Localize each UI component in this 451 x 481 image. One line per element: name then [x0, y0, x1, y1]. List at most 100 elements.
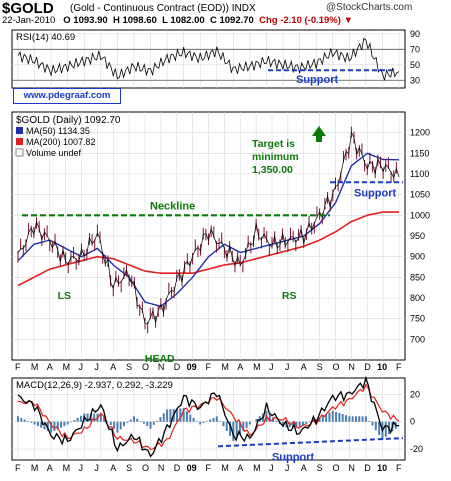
price-xtick: M [63, 362, 71, 372]
rsi-support-label: Support [296, 74, 338, 86]
price-xtick: N [158, 362, 165, 372]
legend-item: MA(50) 1134.35 [26, 126, 90, 136]
ma200-line [17, 211, 399, 287]
up-arrow-icon [312, 126, 326, 142]
price-ytick: 750 [410, 314, 425, 324]
legend-item: MA(200) 1007.82 [26, 137, 96, 147]
price-xtick: O [142, 362, 149, 372]
price-ytick: 700 [410, 334, 425, 344]
brand-label: @StockCharts.com [326, 2, 413, 13]
chart-subtitle: (Gold - Continuous Contract (EOD)) INDX [70, 3, 256, 14]
quote-line: 22-Jan-2010 O 1093.90 H 1098.60 L 1082.0… [2, 15, 353, 26]
macd-xtick: S [126, 463, 132, 473]
macd-xtick: F [206, 463, 212, 473]
price-xtick: 09 [187, 362, 197, 372]
ma50-line [17, 152, 400, 308]
macd-xtick: D [364, 463, 371, 473]
price-xtick: M [221, 362, 229, 372]
quote-low: L 1082.00 [162, 15, 205, 26]
legend-swatch [15, 148, 24, 157]
quote-date: 22-Jan-2010 [2, 15, 56, 26]
macd-support-line [217, 437, 404, 448]
price-xtick: D [364, 362, 371, 372]
macd-xtick: D [174, 463, 181, 473]
price-xtick: J [285, 362, 290, 372]
head-label: HEAD [145, 353, 175, 365]
macd-xtick: A [237, 463, 243, 473]
legend-swatch [16, 138, 23, 145]
quote-open: O 1093.90 [63, 15, 108, 26]
macd-ytick: 0 [410, 417, 415, 427]
legend-item: Volume undef [26, 148, 82, 158]
price-ytick: 1100 [410, 169, 429, 179]
price-ytick: 850 [410, 272, 425, 282]
price-ytick: 1050 [410, 190, 430, 200]
price-xtick: D [174, 362, 181, 372]
price-xtick: M [253, 362, 261, 372]
price-xtick: A [301, 362, 307, 372]
rsi-ytick: 30 [410, 75, 420, 85]
macd-xtick: M [221, 463, 229, 473]
macd-xtick: J [94, 463, 99, 473]
macd-xtick: O [333, 463, 340, 473]
macd-xtick: J [269, 463, 274, 473]
macd-xtick: A [301, 463, 307, 473]
macd-xtick: N [158, 463, 165, 473]
macd-xtick: M [31, 463, 39, 473]
price-xtick: A [237, 362, 243, 372]
macd-xtick: F [15, 463, 21, 473]
price-xtick: 10 [377, 362, 387, 372]
rsi-line [17, 37, 400, 81]
price-xtick: A [47, 362, 53, 372]
macd-support-label: Support [272, 451, 314, 463]
macd-xtick: 09 [187, 463, 197, 473]
price-xtick: F [396, 362, 402, 372]
macd-xtick: A [47, 463, 53, 473]
price-xtick: N [348, 362, 355, 372]
macd-ytick: 20 [410, 389, 420, 399]
legend-swatch [16, 127, 23, 134]
price-ytick: 1000 [410, 210, 430, 220]
macd-xtick: N [348, 463, 355, 473]
quote-close: C 1092.70 [209, 15, 254, 26]
neckline-label: Neckline [150, 200, 195, 212]
rsi-ytick: 50 [410, 60, 420, 70]
price-xtick: M [31, 362, 39, 372]
price-xtick: J [269, 362, 274, 372]
price-ytick: 950 [410, 231, 425, 241]
price-xtick: F [206, 362, 212, 372]
website-link[interactable]: www.pdegraaf.com [13, 88, 121, 104]
ls-label: LS [58, 290, 71, 302]
macd-xtick: J [285, 463, 290, 473]
price-xtick: F [15, 362, 21, 372]
macd-xtick: 10 [377, 463, 387, 473]
macd-xtick: M [253, 463, 261, 473]
price-xtick: O [333, 362, 340, 372]
price-xtick: J [94, 362, 99, 372]
macd-label: MACD(12,26,9) -2.937, 0.292, -3.229 [16, 380, 173, 391]
quote-high: H 1098.60 [112, 15, 157, 26]
macd-xtick: M [63, 463, 71, 473]
price-label: $GOLD (Daily) 1092.70 [16, 115, 121, 126]
quote-change-marker: ▼ [343, 15, 353, 26]
macd-xtick: S [317, 463, 323, 473]
price-xtick: A [110, 362, 116, 372]
macd-xtick: J [79, 463, 84, 473]
price-xtick: S [317, 362, 323, 372]
price-ytick: 1150 [410, 148, 429, 158]
quote-change: Chg -2.10 (-0.19%) [259, 15, 341, 26]
macd-line [17, 375, 400, 458]
macd-xtick: O [142, 463, 149, 473]
macd-xtick: F [396, 463, 402, 473]
rsi-ytick: 70 [410, 44, 420, 54]
price-ytick: 1200 [410, 128, 430, 138]
ticker-symbol: $GOLD [2, 0, 54, 17]
macd-ytick: -20 [410, 444, 423, 454]
rsi-label: RSI(14) 40.69 [16, 32, 75, 43]
macd-histogram [17, 408, 397, 441]
macd-xtick: A [110, 463, 116, 473]
target-annotation: Target is minimum 1,350.00 [252, 138, 299, 176]
price-xtick: J [79, 362, 84, 372]
